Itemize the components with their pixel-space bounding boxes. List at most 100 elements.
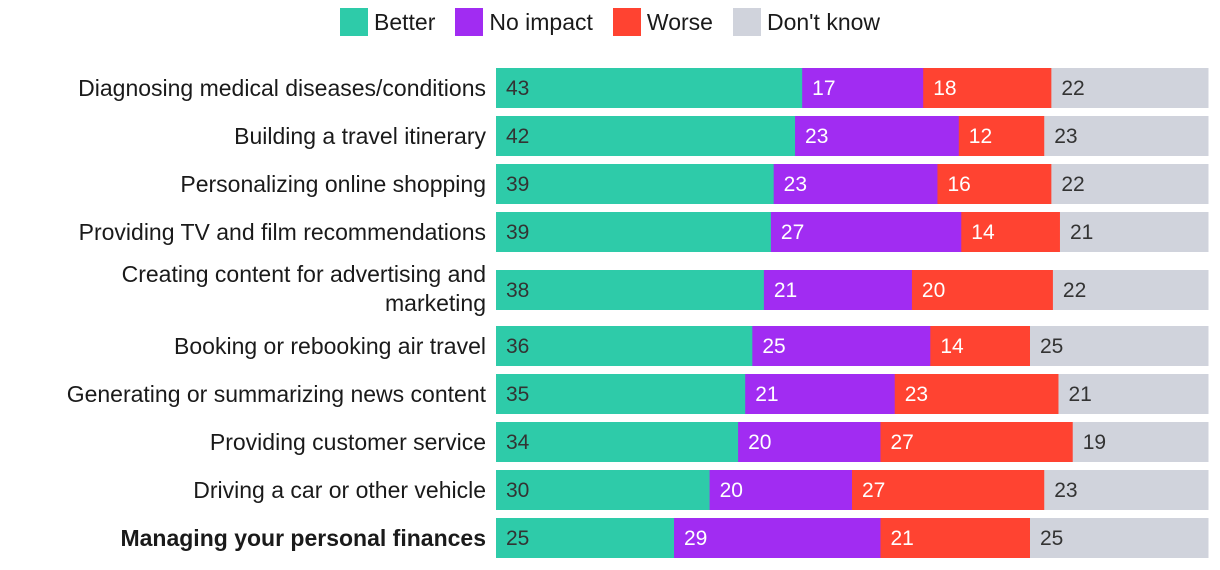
category-label: Generating or summarizing news content (67, 381, 487, 407)
bar-segment-no-impact (674, 518, 881, 558)
legend-swatch-better (339, 8, 368, 36)
data-label-better: 38 (506, 279, 529, 302)
data-label-worse: 12 (969, 125, 992, 148)
data-label-no-impact: 21 (774, 279, 797, 302)
bar-segment-don-t-know (1058, 374, 1209, 414)
data-label-no-impact: 21 (755, 383, 778, 406)
bar-row-booking-or-rebooking-air-travel: 36 25 14 25 Booking or rebooking air travel (174, 326, 1209, 366)
bar-row-generating-or-summarizing-news-content: 35 21 23 21 Generating or summarizing news c… (67, 374, 1209, 414)
bar-segment-no-impact (802, 68, 924, 108)
bar-segment-worse (958, 116, 1045, 156)
bar-segment-don-t-know (1030, 518, 1209, 558)
data-label-better: 25 (506, 527, 529, 550)
data-label-don-t-know: 25 (1040, 527, 1063, 550)
bar-row-diagnosing-medical-diseases-conditions: 43 17 18 22 Diagnosing medical diseases/cond… (78, 68, 1209, 108)
bar-row-personalizing-online-shopping: 39 23 16 22 Personalizing online shopping (180, 164, 1209, 204)
legend-swatch-no-impact (455, 8, 484, 36)
bar-segment-better (496, 68, 803, 108)
bar-segment-better (496, 326, 753, 366)
data-label-don-t-know: 21 (1068, 383, 1091, 406)
legend-item-no-impact: No impact (455, 8, 593, 36)
bar-segment-better (496, 518, 675, 558)
bar-segment-better (496, 212, 772, 252)
bar-segment-worse (937, 164, 1052, 204)
bar-segment-no-impact (709, 470, 853, 510)
legend-swatch-dont-know (732, 8, 761, 36)
data-label-worse: 18 (933, 77, 956, 100)
bar-segment-don-t-know (1051, 164, 1209, 204)
legend-item-better: Better (339, 8, 436, 36)
bar-segment-worse (961, 212, 1061, 252)
data-label-don-t-know: 23 (1054, 479, 1077, 502)
bar-segment-no-impact (738, 422, 881, 462)
data-label-worse: 14 (971, 221, 995, 244)
bar-segment-worse (880, 518, 1031, 558)
bar-row-providing-tv-and-film-recommendations: 39 27 14 21 Providing TV and film recommenda… (79, 212, 1209, 252)
category-label: Managing your personal finances (120, 525, 486, 551)
data-label-don-t-know: 23 (1054, 125, 1077, 148)
data-label-worse: 27 (862, 479, 885, 502)
category-label: Diagnosing medical diseases/conditions (78, 75, 486, 101)
data-label-worse: 16 (947, 173, 970, 196)
data-label-better: 34 (506, 431, 530, 454)
bar-segment-no-impact (752, 326, 931, 366)
category-label: Providing customer service (210, 429, 486, 455)
data-label-worse: 20 (922, 279, 945, 302)
bar-segment-no-impact (745, 374, 896, 414)
data-label-no-impact: 20 (748, 431, 771, 454)
bar-segment-better (496, 470, 711, 510)
data-label-no-impact: 17 (812, 77, 835, 100)
category-label: Booking or rebooking air travel (174, 333, 486, 359)
legend-label-worse: Worse (646, 9, 713, 35)
data-label-better: 35 (506, 383, 529, 406)
data-label-no-impact: 27 (781, 221, 804, 244)
bar-segment-don-t-know (1044, 470, 1209, 510)
bar-segment-better (496, 164, 775, 204)
bar-segment-don-t-know (1030, 326, 1209, 366)
data-label-better: 39 (506, 173, 529, 196)
data-label-no-impact: 29 (684, 527, 707, 550)
bar-segment-better (496, 116, 796, 156)
data-label-no-impact: 23 (805, 125, 828, 148)
bar-segment-don-t-know (1059, 212, 1209, 252)
bar-row-driving-a-car-or-other-vehicle: 30 20 27 23 Driving a car or other vehicle (193, 470, 1209, 510)
data-label-no-impact: 20 (720, 479, 743, 502)
bar-segment-don-t-know (1051, 68, 1209, 108)
category-label: Building a travel itinerary (234, 123, 486, 149)
bar-segment-worse (911, 270, 1054, 310)
legend-label-better: Better (373, 9, 436, 35)
bar-row-building-a-travel-itinerary: 42 23 12 23 Building a travel itinerary (234, 116, 1209, 156)
bar-row-managing-your-personal-finances: 25 29 21 25 Managing your personal finances (120, 518, 1209, 558)
data-label-no-impact: 25 (762, 335, 785, 358)
category-label: Personalizing online shopping (180, 171, 486, 197)
bar-segment-better (496, 374, 746, 414)
legend-item-dont-know: Don't know (732, 8, 880, 36)
data-label-don-t-know: 25 (1040, 335, 1063, 358)
data-label-don-t-know: 21 (1070, 221, 1093, 244)
data-label-worse: 23 (905, 383, 928, 406)
bar-segment-worse (852, 470, 1045, 510)
legend-swatch-worse (612, 8, 641, 36)
bar-segment-better (496, 270, 765, 310)
chart-legend: Better No impact Worse Don't know (0, 8, 1220, 36)
bar-segment-worse (894, 374, 1059, 414)
data-label-worse: 14 (940, 335, 964, 358)
data-label-don-t-know: 22 (1061, 77, 1084, 100)
category-label: Creating content for advertising and mark… (122, 261, 486, 316)
data-label-better: 30 (506, 479, 529, 502)
data-label-don-t-know: 22 (1063, 279, 1086, 302)
data-label-worse: 27 (890, 431, 913, 454)
bar-segment-worse (923, 68, 1052, 108)
data-label-better: 42 (506, 125, 529, 148)
legend-item-worse: Worse (612, 8, 713, 36)
bar-segment-don-t-know (1072, 422, 1209, 462)
bar-row-providing-customer-service: 34 20 27 19 Providing customer service (210, 422, 1209, 462)
legend-label-no-impact: No impact (489, 9, 593, 35)
bar-segment-don-t-know (1052, 270, 1209, 310)
data-label-don-t-know: 22 (1061, 173, 1084, 196)
data-label-worse: 21 (890, 527, 913, 550)
bar-segment-don-t-know (1044, 116, 1209, 156)
bar-segment-worse (930, 326, 1031, 366)
bar-row-creating-content-for-advertising-and-marketing: 38 21 20 22 Creating content for advertising… (122, 261, 1209, 316)
